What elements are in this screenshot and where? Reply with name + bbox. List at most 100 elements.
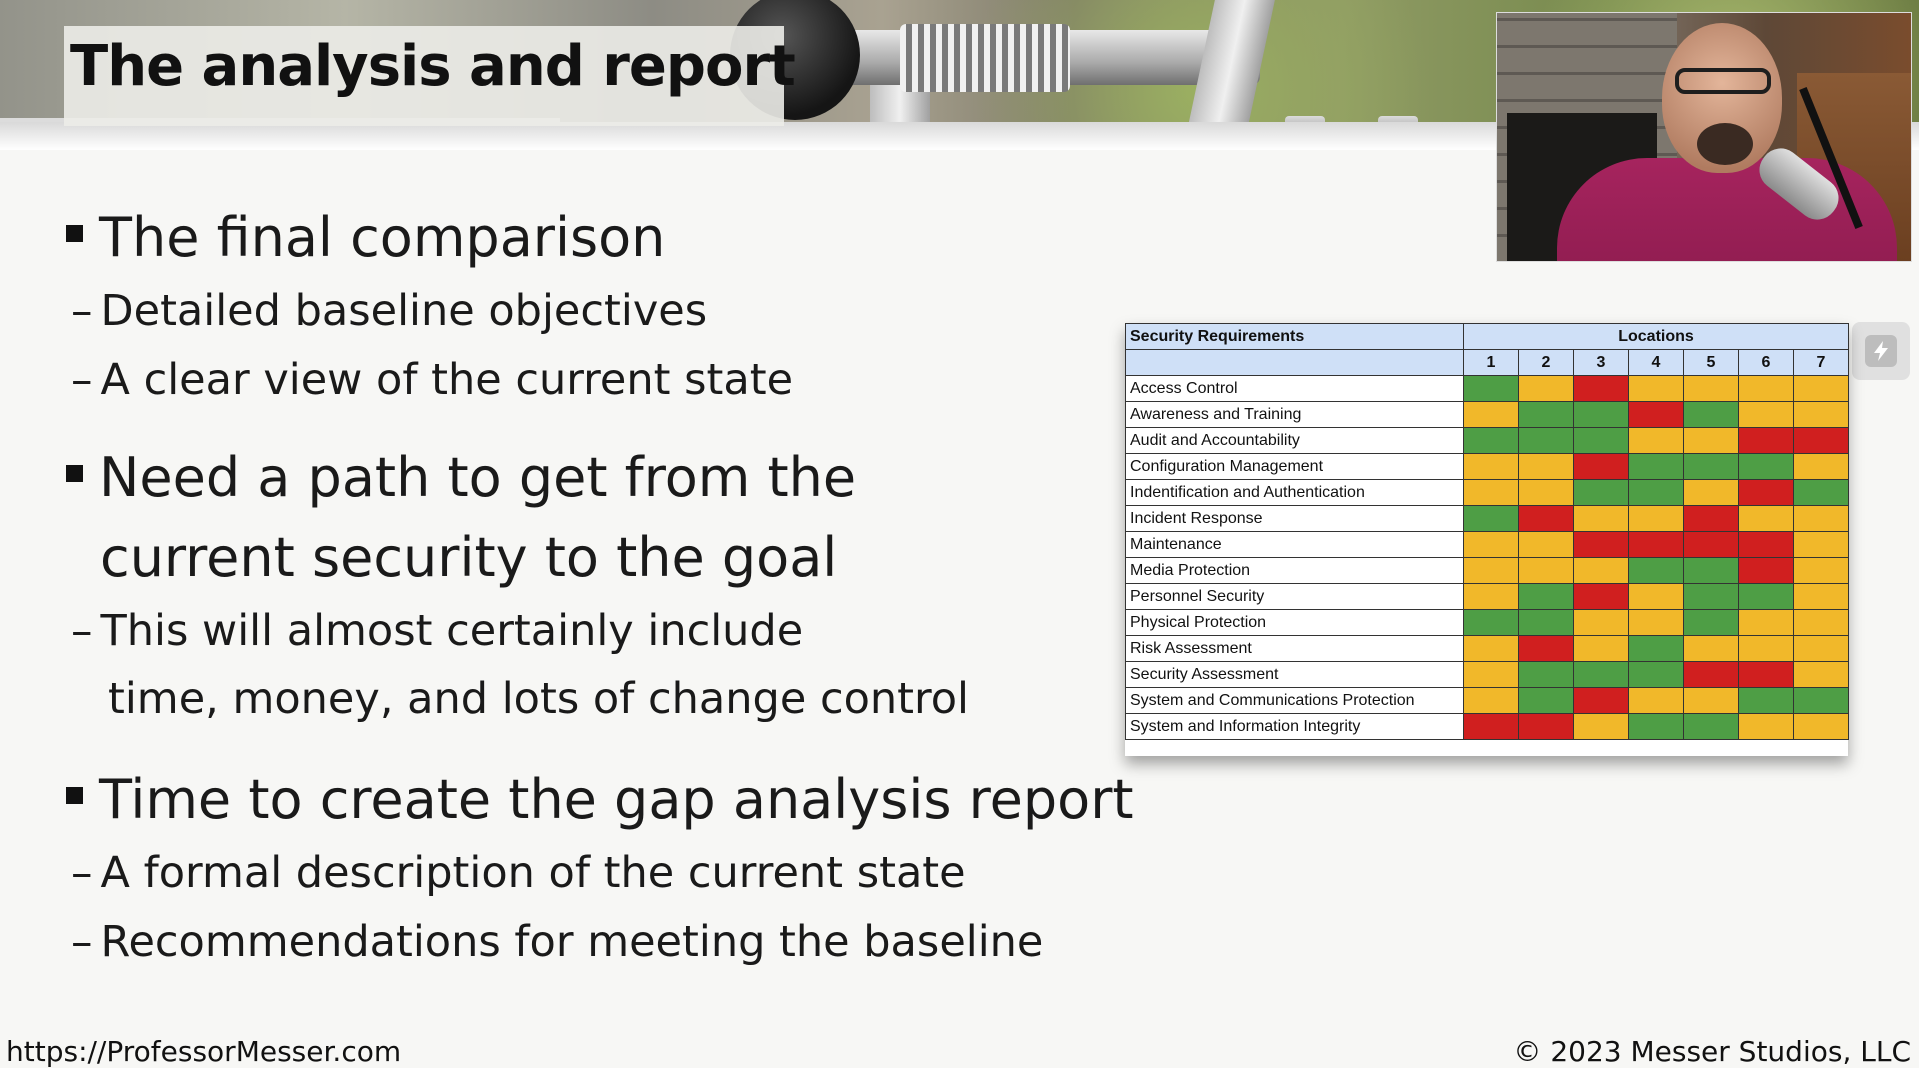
bullet-square-icon [66, 786, 83, 804]
status-cell [1573, 687, 1629, 714]
status-cell [1518, 479, 1574, 506]
status-cell [1792, 713, 1850, 740]
status-cell [1683, 479, 1739, 506]
status-cell [1683, 687, 1739, 714]
table-row: Media Protection [1125, 557, 1850, 584]
status-cell [1518, 505, 1574, 532]
status-cell [1738, 427, 1794, 454]
footer-website: https://ProfessorMesser.com [6, 1035, 402, 1068]
status-cell [1738, 453, 1794, 480]
header-security-requirements: Security Requirements [1125, 323, 1464, 350]
status-cell [1518, 713, 1574, 740]
status-cell [1463, 661, 1519, 688]
status-cell [1573, 531, 1629, 558]
status-cell [1463, 583, 1519, 610]
status-cell [1573, 583, 1629, 610]
status-cell [1683, 635, 1739, 662]
status-cell [1683, 505, 1739, 532]
bullet-text: A clear view of the current state [100, 355, 794, 405]
status-cell [1628, 609, 1684, 636]
presenter-webcam [1496, 12, 1912, 262]
bullet-text: Recommendations for meeting the baseline [100, 917, 1044, 967]
status-cell [1463, 713, 1519, 740]
status-cell [1792, 609, 1850, 636]
bullet-text: This will almost certainly include [100, 606, 804, 656]
status-cell [1738, 375, 1794, 402]
dash-icon: – [71, 848, 93, 898]
status-cell [1463, 453, 1519, 480]
status-cell [1463, 635, 1519, 662]
status-cell [1628, 713, 1684, 740]
status-cell [1628, 531, 1684, 558]
table-row: Incident Response [1125, 505, 1850, 532]
dash-icon: – [71, 606, 93, 656]
bullet-level1: Need a path to get from the [66, 446, 856, 509]
status-cell [1573, 479, 1629, 506]
table-row: Maintenance [1125, 531, 1850, 558]
bullet-level2: – Detailed baseline objectives [71, 286, 707, 336]
status-cell [1518, 557, 1574, 584]
table-body: Access Control Awareness and Training Audi… [1125, 375, 1850, 740]
bullet-level2: – This will almost certainly include [71, 606, 803, 656]
status-cell [1573, 557, 1629, 584]
table-row: Audit and Accountability [1125, 427, 1850, 454]
status-cell [1573, 375, 1629, 402]
table-row: Access Control [1125, 375, 1850, 402]
slide-title: The analysis and report [70, 34, 796, 99]
location-number-header: 2 [1518, 349, 1574, 376]
sidebar-tool-button[interactable] [1852, 322, 1910, 380]
bullet-square-icon [66, 224, 83, 242]
status-cell [1463, 505, 1519, 532]
status-cell [1792, 505, 1850, 532]
status-cell [1628, 583, 1684, 610]
bullet-level1: The final comparison [66, 206, 665, 269]
status-cell [1738, 479, 1794, 506]
status-cell [1683, 583, 1739, 610]
status-cell [1792, 583, 1850, 610]
status-cell [1738, 505, 1794, 532]
status-cell [1628, 479, 1684, 506]
status-cell [1738, 661, 1794, 688]
location-number-header: 6 [1738, 349, 1794, 376]
table-row: System and Communications Protection [1125, 687, 1850, 714]
bullet-square-icon [66, 464, 83, 482]
status-cell [1463, 531, 1519, 558]
status-cell [1792, 531, 1850, 558]
status-cell [1738, 583, 1794, 610]
status-cell [1628, 635, 1684, 662]
status-cell [1518, 687, 1574, 714]
status-cell [1463, 401, 1519, 428]
bullet-text: Need a path to get from the [99, 446, 857, 509]
title-box [64, 26, 784, 126]
table-row: System and Information Integrity [1125, 713, 1850, 740]
status-cell [1463, 479, 1519, 506]
table-row: Risk Assessment [1125, 635, 1850, 662]
requirement-name: Personnel Security [1125, 583, 1464, 610]
status-cell [1463, 687, 1519, 714]
bullet-text: The final comparison [99, 206, 666, 269]
requirement-name: Configuration Management [1125, 453, 1464, 480]
status-cell [1628, 453, 1684, 480]
requirement-name: Risk Assessment [1125, 635, 1464, 662]
requirement-name: Maintenance [1125, 531, 1464, 558]
requirement-name: Awareness and Training [1125, 401, 1464, 428]
status-cell [1628, 687, 1684, 714]
status-cell [1573, 453, 1629, 480]
status-cell [1518, 401, 1574, 428]
status-cell [1573, 401, 1629, 428]
table-row: Security Assessment [1125, 661, 1850, 688]
status-cell [1628, 505, 1684, 532]
requirement-name: Indentification and Authentication [1125, 479, 1464, 506]
status-cell [1683, 427, 1739, 454]
status-cell [1573, 635, 1629, 662]
status-cell [1518, 453, 1574, 480]
status-cell [1573, 661, 1629, 688]
bullet-level2: – Recommendations for meeting the baselin… [71, 917, 1043, 967]
bullet-level1-continuation: current security to the goal [100, 526, 838, 589]
table-row: Configuration Management [1125, 453, 1850, 480]
status-cell [1792, 557, 1850, 584]
status-cell [1792, 687, 1850, 714]
status-cell [1683, 375, 1739, 402]
status-cell [1738, 609, 1794, 636]
